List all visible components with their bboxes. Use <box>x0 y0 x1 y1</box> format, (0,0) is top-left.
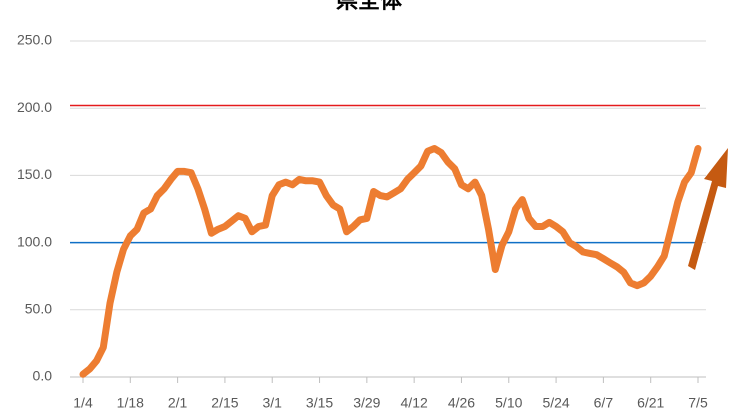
y-tick-label: 0.0 <box>33 368 53 384</box>
x-tick-label: 3/15 <box>306 395 333 411</box>
y-tick-label: 150.0 <box>17 166 52 182</box>
x-tick-label: 3/1 <box>262 395 282 411</box>
chart-title: 県全体 <box>336 0 403 14</box>
x-tick-label: 1/4 <box>73 395 93 411</box>
x-tick-label: 2/1 <box>168 395 188 411</box>
x-tick-label: 4/26 <box>448 395 475 411</box>
y-tick-label: 200.0 <box>17 99 52 115</box>
x-tick-label: 6/21 <box>637 395 664 411</box>
line-series <box>79 145 702 378</box>
x-tick-label: 5/24 <box>542 395 569 411</box>
x-tick-label: 1/18 <box>117 395 144 411</box>
x-tick-label: 4/12 <box>401 395 428 411</box>
y-tick-label: 50.0 <box>25 301 52 317</box>
x-tick-label: 7/5 <box>688 395 708 411</box>
x-tick-label: 3/29 <box>353 395 380 411</box>
x-tick-label: 6/7 <box>594 395 614 411</box>
y-tick-label: 250.0 <box>17 32 52 48</box>
x-tick-label: 2/15 <box>211 395 238 411</box>
x-tick-label: 5/10 <box>495 395 522 411</box>
y-tick-label: 100.0 <box>17 233 52 249</box>
trend-arrow <box>688 148 728 270</box>
